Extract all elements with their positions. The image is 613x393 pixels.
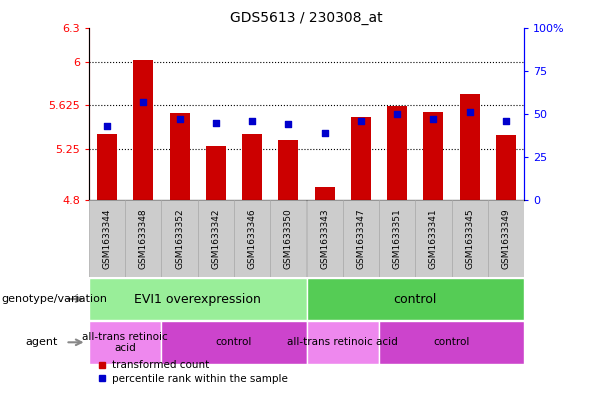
Bar (161, 200, 197, 277)
Bar (234, 200, 270, 277)
Bar (460, 94, 480, 200)
Legend: transformed count, percentile rank within the sample: transformed count, percentile rank withi… (94, 356, 292, 388)
Bar (488, 200, 524, 277)
Point (283, 121, 293, 127)
Bar (278, 140, 299, 200)
Point (320, 130, 330, 136)
Bar (416, 200, 452, 277)
Text: GSM1633341: GSM1633341 (429, 208, 438, 269)
Point (139, 99, 148, 105)
Text: GSM1633352: GSM1633352 (175, 208, 184, 269)
Text: GSM1633350: GSM1633350 (284, 208, 293, 269)
Text: all-trans retinoic
acid: all-trans retinoic acid (82, 332, 168, 353)
Text: control: control (433, 337, 470, 347)
Text: GSM1633342: GSM1633342 (211, 209, 220, 269)
Text: GSM1633349: GSM1633349 (501, 208, 511, 269)
Text: all-trans retinoic acid: all-trans retinoic acid (287, 337, 398, 347)
Point (465, 109, 474, 116)
Bar (379, 321, 524, 364)
Bar (270, 200, 306, 277)
Text: control: control (394, 292, 437, 306)
Text: GSM1633343: GSM1633343 (320, 208, 329, 269)
Bar (452, 200, 488, 277)
Point (175, 116, 185, 122)
Text: EVI1 overexpression: EVI1 overexpression (134, 292, 261, 306)
Bar (133, 60, 153, 200)
Text: GSM1633347: GSM1633347 (356, 208, 365, 269)
Bar (343, 200, 379, 277)
Text: GSM1633344: GSM1633344 (102, 209, 112, 269)
Point (211, 119, 221, 126)
Point (102, 123, 112, 129)
Bar (170, 113, 189, 200)
Bar (97, 134, 117, 200)
Bar (206, 146, 226, 200)
Bar (306, 200, 343, 277)
Bar (424, 112, 443, 200)
Bar (379, 200, 416, 277)
Bar (125, 200, 161, 277)
Text: GSM1633348: GSM1633348 (139, 208, 148, 269)
Bar (89, 278, 306, 320)
Point (356, 118, 366, 124)
Title: GDS5613 / 230308_at: GDS5613 / 230308_at (230, 11, 383, 25)
Bar (89, 200, 125, 277)
Text: GSM1633346: GSM1633346 (248, 208, 257, 269)
Bar (496, 135, 516, 200)
Point (501, 118, 511, 124)
Point (247, 118, 257, 124)
Text: genotype/variation: genotype/variation (1, 294, 107, 304)
Bar (161, 321, 306, 364)
Point (392, 111, 402, 117)
Bar (306, 321, 379, 364)
Bar (306, 278, 524, 320)
Point (428, 116, 438, 122)
Text: GSM1633345: GSM1633345 (465, 208, 474, 269)
Text: control: control (216, 337, 252, 347)
Bar (314, 187, 335, 200)
Bar (351, 118, 371, 200)
Bar (387, 106, 407, 200)
Text: GSM1633351: GSM1633351 (393, 208, 402, 269)
Bar (197, 200, 234, 277)
Bar (242, 134, 262, 200)
Text: agent: agent (26, 337, 58, 347)
Bar (89, 321, 161, 364)
